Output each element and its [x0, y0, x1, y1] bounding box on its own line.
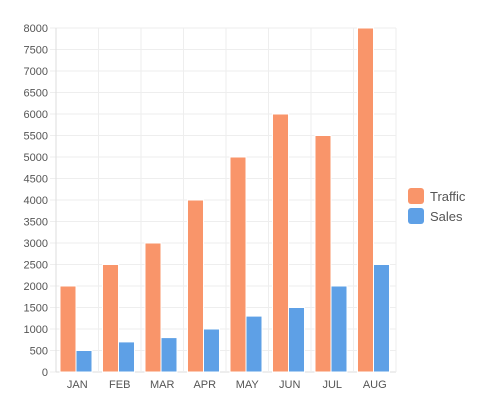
y-tick-label: 1500: [24, 303, 48, 315]
bar-sales-jul: [330, 285, 348, 373]
legend-label-sales: Sales: [430, 209, 463, 224]
bar-sales-feb: [118, 341, 135, 373]
y-tick-label: 7000: [24, 66, 48, 78]
y-tick-label: 0: [42, 367, 48, 379]
bar-sales-may: [245, 315, 263, 373]
x-tick-label: MAY: [236, 379, 260, 391]
x-tick-label: JUN: [279, 379, 300, 391]
bar-sales-apr: [203, 328, 220, 373]
x-tick-label: JAN: [67, 379, 88, 391]
legend-label-traffic: Traffic: [430, 189, 466, 204]
y-tick-label: 3000: [24, 238, 48, 250]
legend: Traffic Sales: [408, 188, 466, 224]
bar-traffic-jun: [272, 113, 289, 373]
x-axis-ticks: JAN FEB MAR APR MAY JUN JUL AUG: [67, 379, 387, 391]
x-tick-label: JUL: [322, 379, 342, 391]
bars: [59, 27, 390, 373]
y-tick-label: 4000: [24, 195, 48, 207]
bar-traffic-mar: [144, 242, 162, 373]
legend-swatch-traffic: [408, 188, 424, 204]
bar-traffic-apr: [187, 199, 204, 373]
x-tick-label: MAR: [150, 379, 175, 391]
legend-swatch-sales: [408, 208, 424, 224]
y-tick-label: 6500: [24, 88, 48, 100]
y-tick-label: 2500: [24, 260, 48, 272]
bar-sales-aug: [373, 264, 390, 373]
y-tick-label: 6000: [24, 109, 48, 121]
bar-sales-mar: [160, 337, 178, 373]
y-axis-ticks: 0 500 1000 1500 2000 2500 3000 3500 4000 4500 5000…: [24, 23, 48, 379]
bar-sales-jun: [288, 307, 305, 373]
x-tick-label: FEB: [109, 379, 130, 391]
bar-traffic-jul: [314, 135, 332, 373]
y-tick-label: 7500: [24, 45, 48, 57]
bar-sales-jan: [75, 350, 93, 373]
y-tick-label: 3500: [24, 217, 48, 229]
y-tick-label: 2000: [24, 281, 48, 293]
y-tick-label: 1000: [24, 324, 48, 336]
x-tick-label: AUG: [363, 379, 387, 391]
y-tick-label: 5500: [24, 131, 48, 143]
bar-traffic-jan: [59, 285, 77, 373]
y-tick-label: 5000: [24, 152, 48, 164]
x-tick-label: APR: [193, 379, 216, 391]
bar-traffic-aug: [357, 27, 374, 373]
bar-traffic-feb: [102, 264, 119, 373]
y-tick-label: 8000: [24, 23, 48, 35]
y-tick-label: 500: [30, 346, 48, 358]
bar-traffic-may: [229, 156, 247, 373]
y-tick-label: 4500: [24, 174, 48, 186]
